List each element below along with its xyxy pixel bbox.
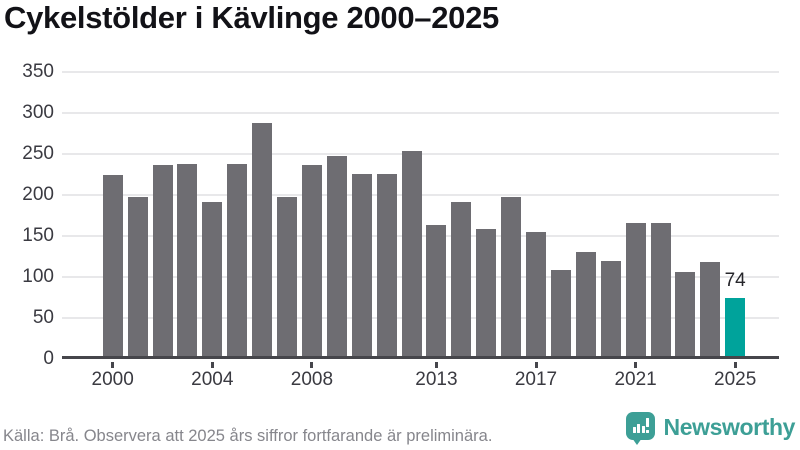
logo-exclamation-dot-icon xyxy=(646,429,650,433)
bar-2022 xyxy=(650,222,671,359)
bar-2021 xyxy=(625,222,646,359)
bar-2000 xyxy=(102,174,123,359)
newsworthy-logo[interactable]: Newsworthy xyxy=(625,412,796,446)
x-axis-label-2017: 2017 xyxy=(514,369,558,390)
x-axis-label-2021: 2021 xyxy=(614,369,657,390)
x-axis-tick-2013 xyxy=(434,362,438,368)
source-note: Källa: Brå. Observera att 2025 års siffr… xyxy=(3,427,493,445)
bar-2012 xyxy=(401,150,422,359)
bar-2009 xyxy=(326,155,347,359)
bar-2017 xyxy=(526,231,546,359)
bar-2015 xyxy=(476,229,497,359)
bar-2014 xyxy=(451,201,472,359)
plot-area: 0 50 100 150 200 250 300 350 74 2000 2004 2008 2013 2… xyxy=(22,62,779,390)
y-axis-label-50: 50 xyxy=(32,307,54,328)
x-axis-tick-2004 xyxy=(210,362,214,368)
bar-2018 xyxy=(550,270,571,359)
bar-2005 xyxy=(227,163,248,359)
y-axis-label-100: 100 xyxy=(22,266,54,287)
chart-title: Cykelstölder i Kävlinge 2000–2025 xyxy=(4,0,500,35)
x-axis-tick-2008 xyxy=(310,362,314,368)
bar-2019 xyxy=(575,252,596,359)
x-axis-label-2000: 2000 xyxy=(91,369,134,390)
logo-bubble-tail xyxy=(631,438,642,445)
bar-2006 xyxy=(252,122,273,359)
bar-2025-highlighted xyxy=(725,298,746,359)
bar-2002 xyxy=(152,165,173,359)
bar-2010 xyxy=(351,173,372,359)
y-axis-label-0: 0 xyxy=(43,348,54,369)
logo-exclamation-icon xyxy=(646,418,650,427)
logo-bubble-shape xyxy=(625,412,655,440)
gridline-300 xyxy=(62,112,779,114)
brand-name: Newsworthy xyxy=(663,414,796,440)
x-axis-tick-2021 xyxy=(634,362,638,368)
x-axis-label-2013: 2013 xyxy=(415,369,458,390)
logo-mini-bar-icon xyxy=(641,426,645,433)
bar-2020 xyxy=(600,261,621,359)
x-axis-tick-2025 xyxy=(733,362,737,368)
bar-value-label: 74 xyxy=(724,270,746,292)
y-axis-label-350: 350 xyxy=(22,61,54,82)
bar-2008 xyxy=(301,164,322,359)
bar-2007 xyxy=(277,196,297,359)
newsworthy-speech-bubble-icon xyxy=(625,412,655,446)
x-axis-label-2004: 2004 xyxy=(191,369,234,390)
x-axis-label-2025: 2025 xyxy=(714,369,757,390)
bar-2016 xyxy=(501,197,522,359)
x-axis-line xyxy=(62,356,779,359)
y-axis-label-150: 150 xyxy=(22,225,54,246)
bar-2011 xyxy=(376,173,397,359)
bar-2003 xyxy=(177,163,198,359)
bar-2004 xyxy=(202,202,223,359)
y-axis-label-300: 300 xyxy=(22,102,54,123)
bar-2024 xyxy=(700,262,721,359)
bar-2001 xyxy=(127,196,148,359)
x-axis-label-2008: 2008 xyxy=(290,369,334,390)
y-axis-label-200: 200 xyxy=(22,184,54,205)
logo-mini-bar-icon xyxy=(632,427,636,433)
logo-mini-bar-icon xyxy=(637,423,641,433)
bar-2023 xyxy=(675,272,696,359)
x-axis-tick-2000 xyxy=(111,362,115,368)
y-axis-label-250: 250 xyxy=(22,143,54,164)
gridline-350 xyxy=(62,71,779,73)
bar-2013 xyxy=(426,225,447,359)
x-axis-tick-2017 xyxy=(534,362,538,368)
